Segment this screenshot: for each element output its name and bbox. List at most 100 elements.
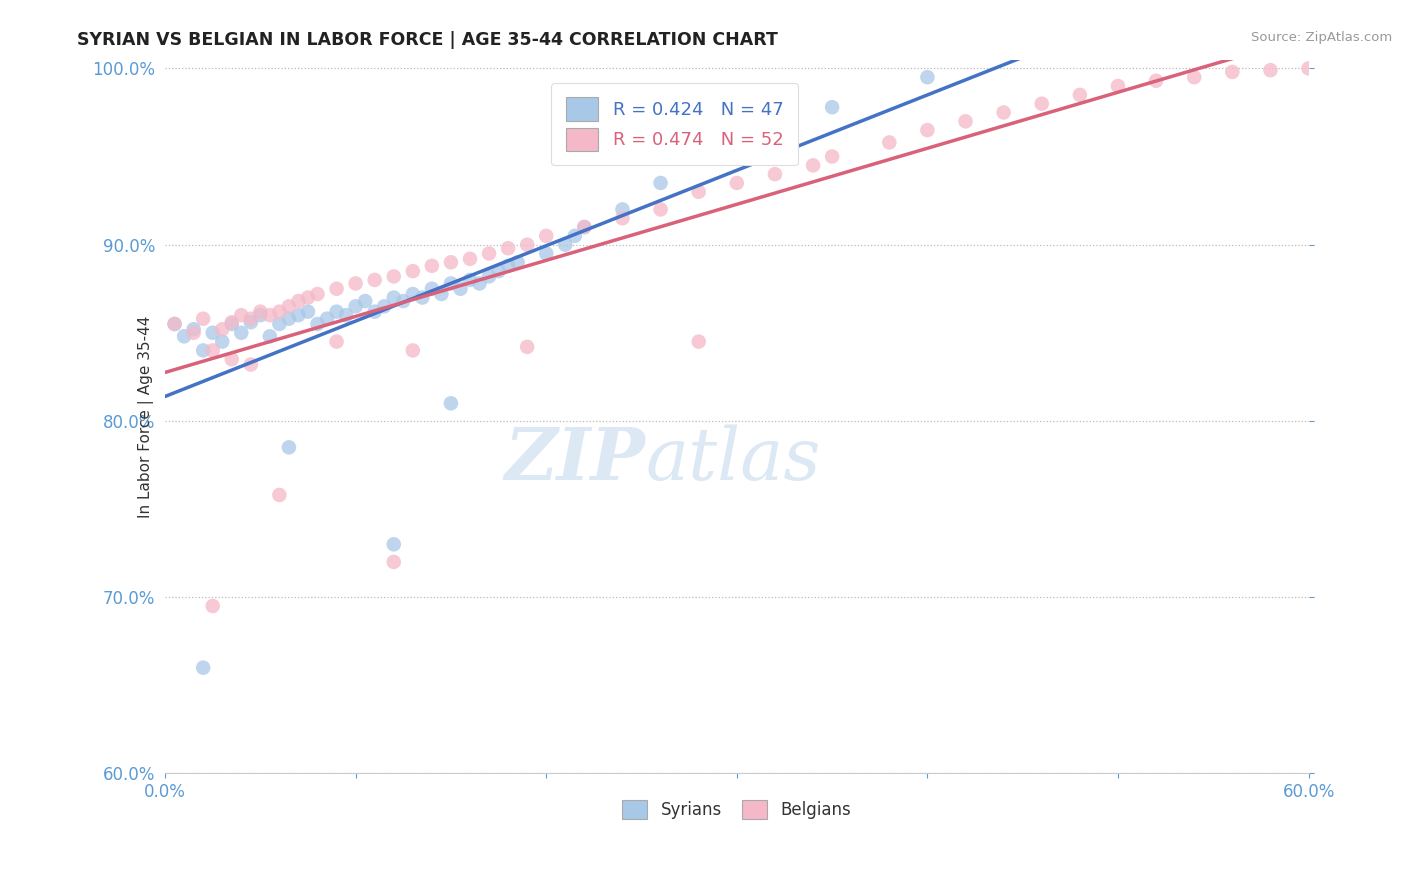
Point <box>554 237 576 252</box>
Point <box>325 282 347 296</box>
Point <box>821 100 844 114</box>
Point <box>488 264 510 278</box>
Point <box>259 308 281 322</box>
Point <box>458 273 481 287</box>
Point <box>763 167 786 181</box>
Point <box>201 343 224 358</box>
Point <box>325 334 347 349</box>
Point <box>193 343 215 358</box>
Point <box>1107 78 1129 93</box>
Point <box>354 294 377 309</box>
Point <box>574 220 596 235</box>
Point <box>688 149 710 163</box>
Point <box>259 329 281 343</box>
Point <box>163 317 186 331</box>
Y-axis label: In Labor Force | Age 35-44: In Labor Force | Age 35-44 <box>138 316 153 517</box>
Point <box>183 322 205 336</box>
Legend: Syrians, Belgians: Syrians, Belgians <box>616 794 858 826</box>
Point <box>993 105 1015 120</box>
Point <box>688 334 710 349</box>
Text: SYRIAN VS BELGIAN IN LABOR FORCE | AGE 35-44 CORRELATION CHART: SYRIAN VS BELGIAN IN LABOR FORCE | AGE 3… <box>77 31 778 49</box>
Point <box>725 176 748 190</box>
Point <box>278 311 301 326</box>
Point <box>201 326 224 340</box>
Point <box>478 269 501 284</box>
Point <box>239 315 262 329</box>
Point <box>269 488 291 502</box>
Point <box>917 123 939 137</box>
Point <box>201 599 224 613</box>
Point <box>496 259 519 273</box>
Point <box>801 158 824 172</box>
Point <box>239 358 262 372</box>
Point <box>1220 65 1243 79</box>
Point <box>307 317 329 331</box>
Point <box>287 294 309 309</box>
Point <box>1182 70 1205 85</box>
Point <box>221 317 243 331</box>
Point <box>373 299 395 313</box>
Point <box>574 220 596 235</box>
Point <box>725 128 748 143</box>
Text: ZIP: ZIP <box>505 424 645 495</box>
Point <box>516 237 538 252</box>
Point <box>193 311 215 326</box>
Point <box>325 304 347 318</box>
Point <box>382 537 405 551</box>
Point <box>1260 63 1282 78</box>
Point <box>402 287 425 301</box>
Point <box>231 326 253 340</box>
Point <box>955 114 977 128</box>
Point <box>297 291 319 305</box>
Point <box>316 311 339 326</box>
Point <box>1298 62 1320 76</box>
Point <box>249 304 271 318</box>
Point <box>269 317 291 331</box>
Text: Source: ZipAtlas.com: Source: ZipAtlas.com <box>1251 31 1392 45</box>
Point <box>278 299 301 313</box>
Point <box>440 277 463 291</box>
Point <box>1031 96 1053 111</box>
Point <box>688 185 710 199</box>
Point <box>249 308 271 322</box>
Point <box>239 311 262 326</box>
Point <box>278 441 301 455</box>
Point <box>564 228 586 243</box>
Point <box>344 277 367 291</box>
Point <box>363 304 385 318</box>
Point <box>183 326 205 340</box>
Point <box>221 315 243 329</box>
Point <box>402 343 425 358</box>
Point <box>269 304 291 318</box>
Point <box>468 277 491 291</box>
Point <box>650 176 672 190</box>
Point <box>335 308 357 322</box>
Point <box>496 241 519 255</box>
Point <box>287 308 309 322</box>
Point <box>917 70 939 85</box>
Point <box>363 273 385 287</box>
Point <box>392 294 415 309</box>
Point <box>650 202 672 217</box>
Point <box>612 202 634 217</box>
Point <box>221 352 243 367</box>
Point <box>821 149 844 163</box>
Point <box>402 264 425 278</box>
Point <box>163 317 186 331</box>
Point <box>382 269 405 284</box>
Point <box>297 304 319 318</box>
Point <box>458 252 481 266</box>
Point <box>1144 74 1167 88</box>
Text: atlas: atlas <box>645 424 821 494</box>
Point <box>231 308 253 322</box>
Point <box>307 287 329 301</box>
Point <box>534 246 557 260</box>
Point <box>1069 87 1091 102</box>
Point <box>193 661 215 675</box>
Point <box>612 211 634 226</box>
Point <box>411 291 433 305</box>
Point <box>440 396 463 410</box>
Point <box>430 287 453 301</box>
Point <box>211 334 233 349</box>
Point <box>516 340 538 354</box>
